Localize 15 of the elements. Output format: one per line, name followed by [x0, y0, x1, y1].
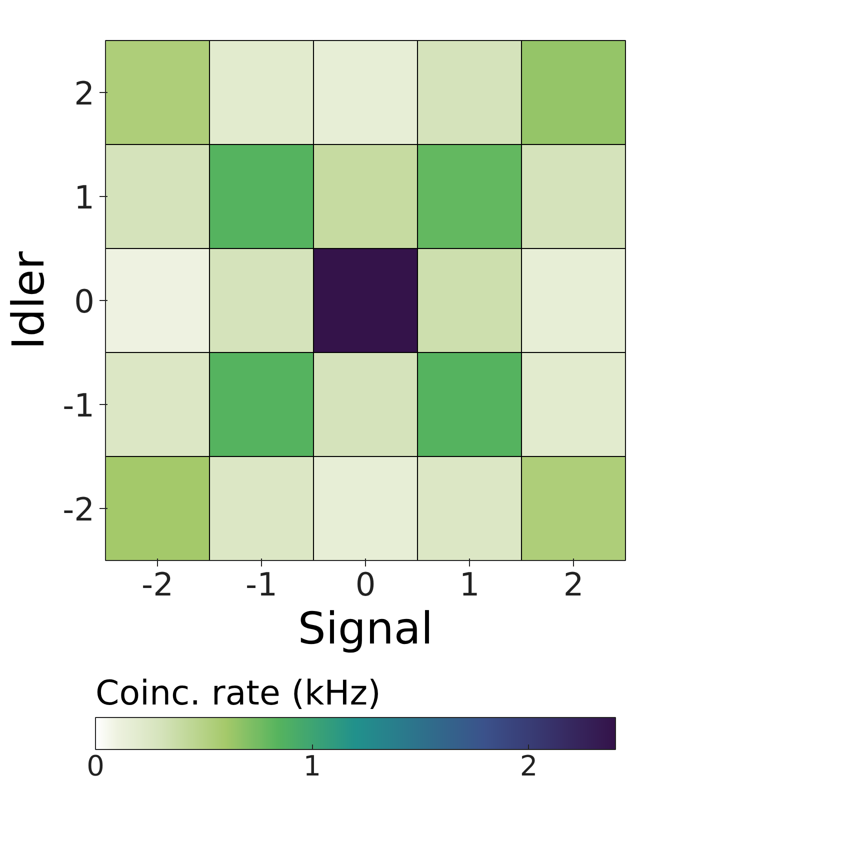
color-bar-title: Coinc. rate (kHz) [96, 674, 381, 714]
y-tick-label: 2 [74, 74, 94, 112]
y-tick-label: 0 [74, 282, 94, 320]
color-bar-label: 1 [303, 750, 322, 782]
x-tick-label: 0 [355, 566, 376, 604]
x-tick-label: 2 [563, 566, 584, 604]
color-bar-label: 2 [520, 750, 538, 782]
y-tick-label: -1 [62, 386, 94, 424]
x-tick-label: -2 [142, 566, 174, 604]
x-tick-label: 1 [459, 566, 480, 604]
x-tick-label: -1 [246, 566, 278, 604]
y-tick-label: -2 [62, 490, 94, 528]
x-axis-title: Signal [298, 604, 434, 654]
y-tick-label: 1 [74, 178, 94, 216]
y-axis-title: Idler [4, 250, 55, 350]
